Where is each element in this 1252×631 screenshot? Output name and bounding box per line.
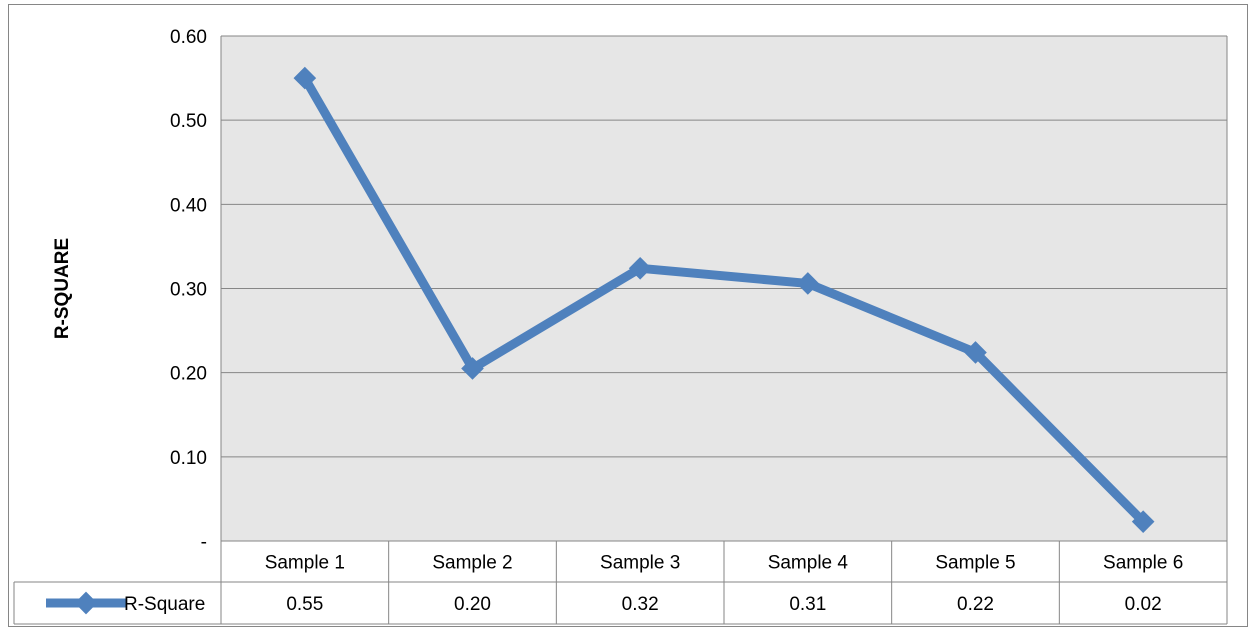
data-point <box>1131 510 1155 533</box>
y-tick-label: 0.40 <box>170 195 207 216</box>
y-tick-label: 0.50 <box>170 111 207 132</box>
data-point <box>796 272 820 295</box>
table-cell-value: 0.22 <box>957 594 994 615</box>
data-point <box>964 341 987 364</box>
y-axis-tick-labels: - 0.10 0.20 0.30 0.40 0.50 0.60 <box>170 27 207 553</box>
data-table: Sample 1 Sample 2 Sample 3 Sample 4 Sample 5… <box>13 540 1228 625</box>
series-line <box>300 73 1148 527</box>
y-axis-title: R-SQUARE <box>52 238 73 339</box>
series-r-square <box>293 66 1155 533</box>
category-label: Sample 1 <box>265 553 345 574</box>
category-label: Sample 3 <box>600 553 680 574</box>
gridlines <box>220 35 1228 542</box>
category-label: Sample 5 <box>935 553 1015 574</box>
category-label: Sample 4 <box>768 553 849 574</box>
data-point <box>293 66 317 90</box>
category-label: Sample 2 <box>432 553 512 574</box>
table-cell-value: 0.31 <box>789 594 826 615</box>
legend-label: R-Square <box>124 594 205 615</box>
y-tick-label: 0.20 <box>170 364 207 385</box>
category-label: Sample 6 <box>1103 553 1183 574</box>
table-cell-value: 0.02 <box>1125 594 1162 615</box>
y-tick-label: 0.30 <box>170 280 207 301</box>
y-tick-label: - <box>201 532 207 553</box>
y-tick-label: 0.60 <box>170 27 207 48</box>
table-cell-value: 0.55 <box>286 594 323 615</box>
data-point <box>461 357 484 380</box>
data-point <box>628 256 652 280</box>
legend-marker <box>74 591 98 615</box>
table-cell-value: 0.32 <box>622 594 659 615</box>
table-cell-value: 0.20 <box>454 594 491 615</box>
y-tick-label: 0.10 <box>170 448 207 469</box>
